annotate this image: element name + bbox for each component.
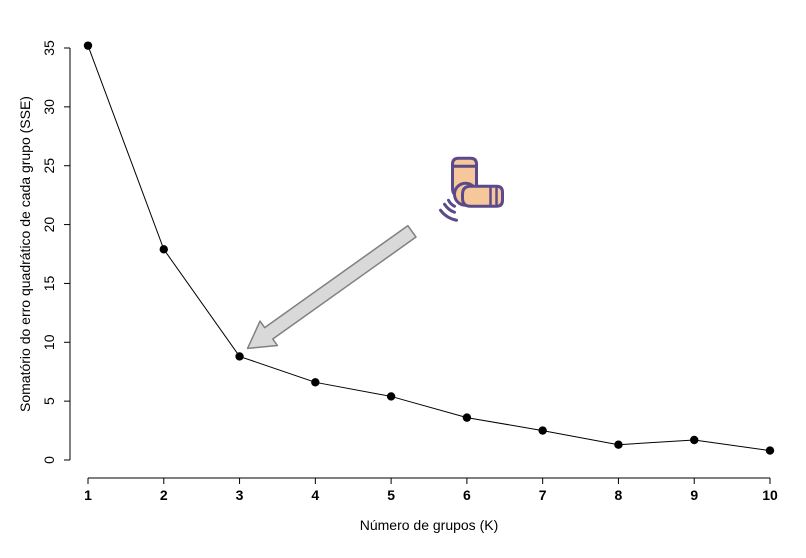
- x-axis-title: Número de grupos (K): [360, 517, 499, 533]
- y-tick-label: 10: [41, 334, 57, 350]
- y-tick-label: 35: [41, 40, 57, 56]
- x-tick-label: 7: [539, 487, 547, 503]
- x-tick-label: 1: [84, 487, 92, 503]
- data-point: [614, 440, 622, 448]
- y-tick-label: 25: [41, 158, 57, 174]
- y-tick-label: 30: [41, 99, 57, 115]
- x-tick-label: 9: [690, 487, 698, 503]
- data-point: [463, 413, 471, 421]
- elbow-chart: 1 2 3 4 5 6 7 8 9 10 Número de grupos (K) 0 5 10 15 20 2…: [0, 0, 806, 558]
- y-tick-label: 5: [41, 397, 57, 405]
- x-tick-label: 10: [762, 487, 778, 503]
- data-point: [84, 41, 92, 49]
- data-point: [690, 436, 698, 444]
- chart-svg: 1 2 3 4 5 6 7 8 9 10 Número de grupos (K) 0 5 10 15 20 2…: [0, 0, 806, 558]
- y-tick-label: 0: [41, 456, 57, 464]
- x-tick-label: 8: [615, 487, 623, 503]
- data-point: [160, 245, 168, 253]
- data-point: [538, 426, 546, 434]
- x-tick-label: 6: [463, 487, 471, 503]
- x-tick-label: 5: [387, 487, 395, 503]
- data-point: [766, 446, 774, 454]
- x-tick-label: 3: [236, 487, 244, 503]
- x-tick-label: 4: [311, 487, 319, 503]
- x-tick-label: 2: [160, 487, 168, 503]
- data-point: [387, 392, 395, 400]
- data-point: [311, 378, 319, 386]
- y-tick-label: 15: [41, 275, 57, 291]
- y-tick-label: 20: [41, 217, 57, 233]
- chart-background: [0, 0, 806, 558]
- y-axis-title: Somatório do erro quadrático de cada gru…: [17, 96, 33, 412]
- data-point: [235, 352, 243, 360]
